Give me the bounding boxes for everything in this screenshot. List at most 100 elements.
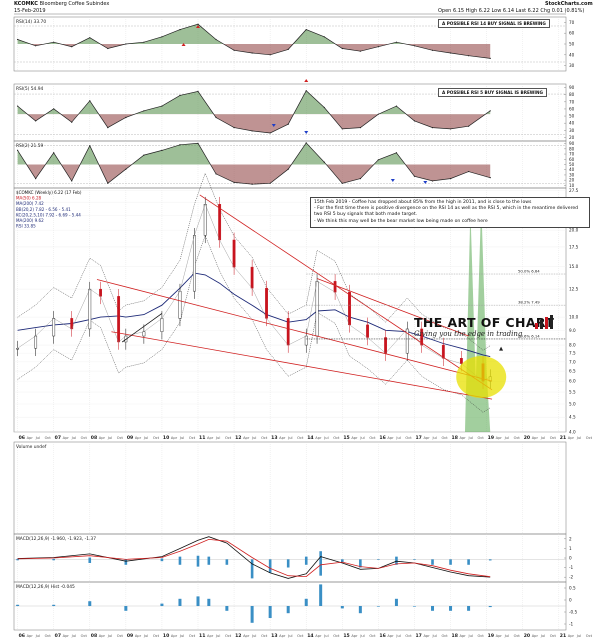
rsi2-tick: 10 <box>569 183 575 188</box>
rsi2-point <box>161 149 163 151</box>
buy-marker-icon <box>271 124 276 127</box>
bottom-year-label: 17 <box>415 633 421 639</box>
art-of-chart-logo: THE ART OF CHART Giving you the edge in … <box>414 315 554 338</box>
channel-upper <box>316 278 469 337</box>
month-label: Jul <box>107 436 112 440</box>
price-tick: 9.0 <box>569 328 576 333</box>
resistance-trendline <box>199 194 493 391</box>
month-label: Apr <box>243 436 250 440</box>
bottom-month-label: Apr <box>207 634 214 638</box>
hist-bar <box>358 606 362 614</box>
month-label: Apr <box>532 436 539 440</box>
brand-tagline: Giving you the edge in trading <box>414 330 523 338</box>
macd-diff-bar <box>431 559 434 565</box>
bottom-month-label: Oct <box>225 634 232 638</box>
bottom-year-label: 14 <box>307 633 313 639</box>
rsi14-note: A POSSIBLE RSI 14 BUY SIGNAL IS BREWING <box>438 19 550 28</box>
hist-bar <box>412 606 416 607</box>
month-label: Apr <box>423 436 430 440</box>
rsi5-point <box>71 121 73 123</box>
year-label: 14 <box>307 435 313 441</box>
rsi5-point <box>143 110 145 112</box>
rsi5-point <box>17 105 19 107</box>
rsi14-point <box>377 46 379 48</box>
rsi14-point <box>89 37 91 39</box>
month-label: Oct <box>45 436 52 440</box>
price-tick: 5.0 <box>569 402 576 407</box>
bottom-year-label: 15 <box>343 633 349 639</box>
hist-bar <box>394 598 398 606</box>
month-label: Oct <box>153 436 160 440</box>
month-label: Apr <box>351 436 358 440</box>
bottom-year-label: 19 <box>488 633 494 639</box>
price-candle <box>178 290 182 319</box>
price-tick: 27.5 <box>569 188 579 193</box>
price-tick: 12.5 <box>569 287 579 292</box>
month-label: Apr <box>99 436 106 440</box>
macd-frame <box>13 533 567 583</box>
rsi2-tick: 70 <box>569 152 575 157</box>
bottom-month-label: Apr <box>63 634 70 638</box>
falling-wedge-lower <box>111 331 493 400</box>
rsi14-point <box>359 50 361 52</box>
month-label: Jul <box>287 436 292 440</box>
price-tick: 8.0 <box>569 343 576 348</box>
rsi5-tick: 60 <box>569 106 575 111</box>
month-label: Jul <box>71 436 76 440</box>
rsi14-point <box>287 48 289 51</box>
hist-bar <box>286 606 290 614</box>
falling-wedge-upper <box>96 279 493 382</box>
bottom-month-label: Jul <box>431 634 436 638</box>
year-label: 18 <box>452 435 458 441</box>
bottom-year-label: 08 <box>91 633 97 639</box>
rsi5-tick: 30 <box>569 128 575 133</box>
rsi14-point <box>251 52 253 54</box>
macd-tick: 0 <box>569 556 572 561</box>
rsi5-point <box>179 94 181 96</box>
bottom-month-label: Jul <box>179 634 184 638</box>
price-tick: 4.5 <box>569 415 576 420</box>
rsi2-point <box>53 152 55 154</box>
price-candle <box>142 331 146 337</box>
month-label: Oct <box>297 436 304 440</box>
ohlc-readout: Open 6.15 High 6.22 Low 6.14 Last 6.22 C… <box>438 8 585 14</box>
hist-bar <box>207 598 211 606</box>
rsi14-point <box>71 46 73 48</box>
bottom-month-label: Oct <box>81 634 88 638</box>
rsi14-oversold-fill <box>17 44 491 59</box>
year-label: 15 <box>343 435 349 441</box>
rsi5-point <box>377 113 379 115</box>
hist-bar <box>376 606 380 607</box>
rsi5-point <box>197 90 199 92</box>
rsi14-point <box>125 43 127 45</box>
analysis-annotation: 15th Feb 2019 - Coffee has dropped about… <box>310 197 590 228</box>
bottom-year-label: 10 <box>163 633 169 639</box>
bottom-month-label: Apr <box>135 634 142 638</box>
month-label: Apr <box>568 436 575 440</box>
bottom-month-label: Apr <box>315 634 322 638</box>
month-label: Oct <box>405 436 412 440</box>
macd-diff-bar <box>16 558 19 561</box>
rsi5-point <box>467 125 470 127</box>
rsi5-point <box>359 126 361 129</box>
macd-diff-bar <box>160 558 164 562</box>
month-label: Oct <box>369 436 376 440</box>
month-label: Oct <box>478 436 485 440</box>
price-tick: 20.0 <box>569 228 579 233</box>
rsi2-point <box>107 182 109 184</box>
rsi2-point <box>269 182 271 184</box>
price-candle <box>286 318 290 346</box>
hist-tick: -0.5 <box>569 610 578 615</box>
year-label: 13 <box>271 435 277 441</box>
month-label: Oct <box>550 436 557 440</box>
bottom-month-label: Oct <box>550 634 557 638</box>
year-label: 16 <box>379 435 385 441</box>
rsi5-tick: 80 <box>569 92 575 97</box>
bottom-month-label: Jul <box>287 634 292 638</box>
brand-emblem-icon <box>534 314 556 330</box>
rsi14-point <box>233 49 235 51</box>
bottom-month-label: Apr <box>171 634 178 638</box>
rsi5-point <box>89 100 91 102</box>
hist-bar <box>431 606 435 611</box>
rsi2-point <box>143 154 145 156</box>
